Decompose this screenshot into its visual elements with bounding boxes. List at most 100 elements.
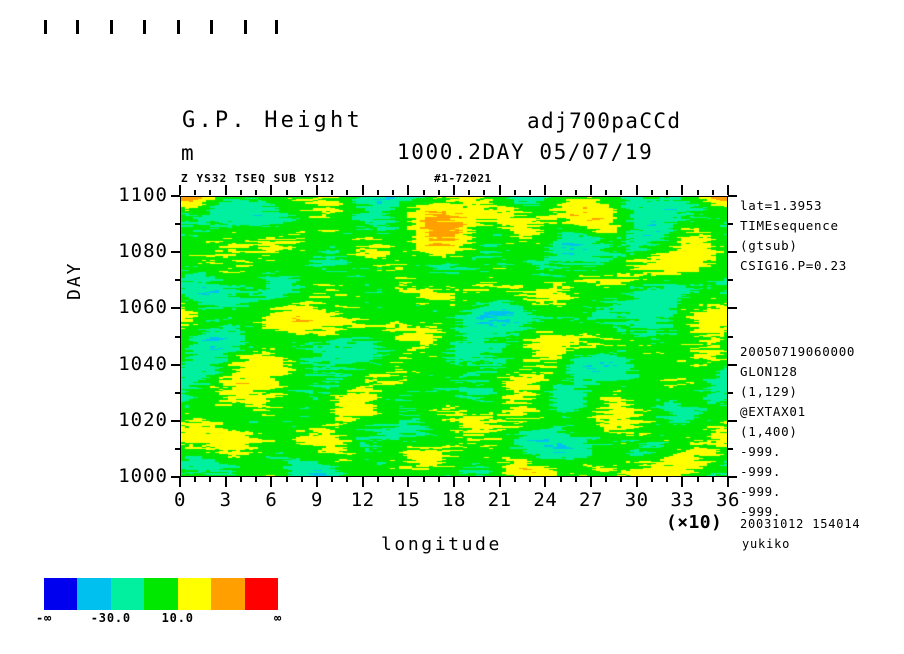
x-tick-minor [300,477,303,482]
x-tick-minor-top [559,190,562,195]
colorbar-tick [76,20,80,34]
colorbar-segments [44,578,278,610]
x-tick-major-top [316,185,318,195]
colorbar-label: ∞ [273,611,283,625]
x-tick-major [498,477,501,487]
y-tick-label: 1000 [118,465,168,487]
colorbar-tick [210,20,214,34]
x-tick-major [681,477,684,487]
x-tick-minor [513,477,516,482]
x-tick-minor-top [468,190,471,195]
x-tick-minor-top [620,190,623,195]
x-tick-minor [468,477,471,482]
x-tick-label: 0 [174,489,186,511]
x-tick-minor-top [194,190,197,195]
y-tick-minor [175,391,180,394]
colorbar-segment [77,578,111,610]
colorbar [44,578,278,610]
x-tick-label: 21 [487,489,512,511]
x-tick-minor [696,477,699,482]
x-tick-minor-top [529,190,532,195]
y-tick-major-right [728,363,737,366]
x-tick-minor [483,477,486,482]
y-tick-label: 1060 [118,296,168,319]
y-axis-tick-labels: 1000 1020 1040 1060 1080 1100 [20,0,168,654]
x-tick-minor-top [574,190,577,195]
y-tick-minor [175,223,180,226]
dataset-name: adj700paCCd [527,109,682,133]
colorbar-segment [177,578,212,610]
colorbar-tick [109,20,113,34]
side-annotation: -999. [740,464,782,479]
x-tick-minor-top [422,190,425,195]
x-tick-minor-top [300,190,303,195]
side-annotation: -999. [740,504,782,519]
x-tick-major-top [407,185,410,195]
x-tick-minor [559,477,562,482]
colorbar-segment [44,578,78,610]
x-tick-minor-top [255,190,258,195]
x-tick-minor [574,477,577,482]
x-tick-minor [209,477,212,482]
colorbar-segment [110,578,145,610]
y-tick-major [171,307,180,310]
x-tick-minor [346,477,349,482]
heatmap-canvas [181,197,727,476]
colorbar-tick-end [275,20,278,34]
x-tick-major-top [270,185,273,195]
colorbar-tick [143,20,147,34]
x-tick-major [590,477,592,487]
colorbar-tick [243,20,247,34]
footer-timestamp: 20031012 154014 [740,517,861,531]
side-annotation: (1,400) [740,424,798,439]
colorbar-label: 10.0 [161,611,194,625]
x-tick-minor-top [392,190,395,195]
x-tick-label: 12 [350,489,375,511]
x-tick-minor-top [331,190,334,195]
x-tick-major [361,477,364,487]
x-tick-minor-top [209,190,212,195]
side-annotation: CSIG16.P=0.23 [740,258,847,273]
x-tick-minor [437,477,440,482]
y-tick-minor [175,335,180,338]
x-tick-major-top [590,185,592,195]
x-tick-minor-top [650,190,653,195]
x-tick-minor-top [711,190,714,195]
x-tick-label: 6 [265,489,278,511]
x-tick-major [453,477,455,487]
side-annotation: -999. [740,444,782,459]
side-annotation: TIMEsequence [740,218,839,233]
unit-label: m [181,141,196,165]
x-tick-minor-top [666,190,669,195]
y-tick-major [171,476,180,478]
colorbar-tick-end [44,20,47,34]
x-tick-minor-top [285,190,288,195]
x-tick-label: 9 [311,489,323,511]
y-tick-major [171,363,180,366]
y-tick-major [171,251,180,254]
y-tick-minor-right [728,335,733,338]
y-tick-label: 1100 [118,184,168,206]
x-tick-major [544,477,547,487]
x-tick-minor [620,477,623,482]
y-tick-minor-right [728,447,733,450]
x-tick-major-top [544,185,547,195]
x-tick-minor [285,477,288,482]
x-tick-minor-top [483,190,486,195]
colorbar-segment [211,578,245,610]
x-tick-major-top [498,185,501,195]
x-tick-minor [376,477,379,482]
x-tick-minor [331,477,334,482]
x-tick-major-top [681,185,684,195]
page-title: G.P. Height [182,108,363,133]
side-annotation: GLON128 [740,364,798,379]
y-tick-minor-right [728,223,733,226]
y-tick-major-right [728,195,737,197]
side-annotation: 20050719060000 [740,344,856,359]
x-tick-major [407,477,410,487]
x-tick-minor [605,477,608,482]
record-id: #1-72021 [434,172,492,185]
x-tick-label: 27 [579,489,603,511]
x-tick-minor [666,477,669,482]
side-annotation: (gtsub) [740,238,798,253]
